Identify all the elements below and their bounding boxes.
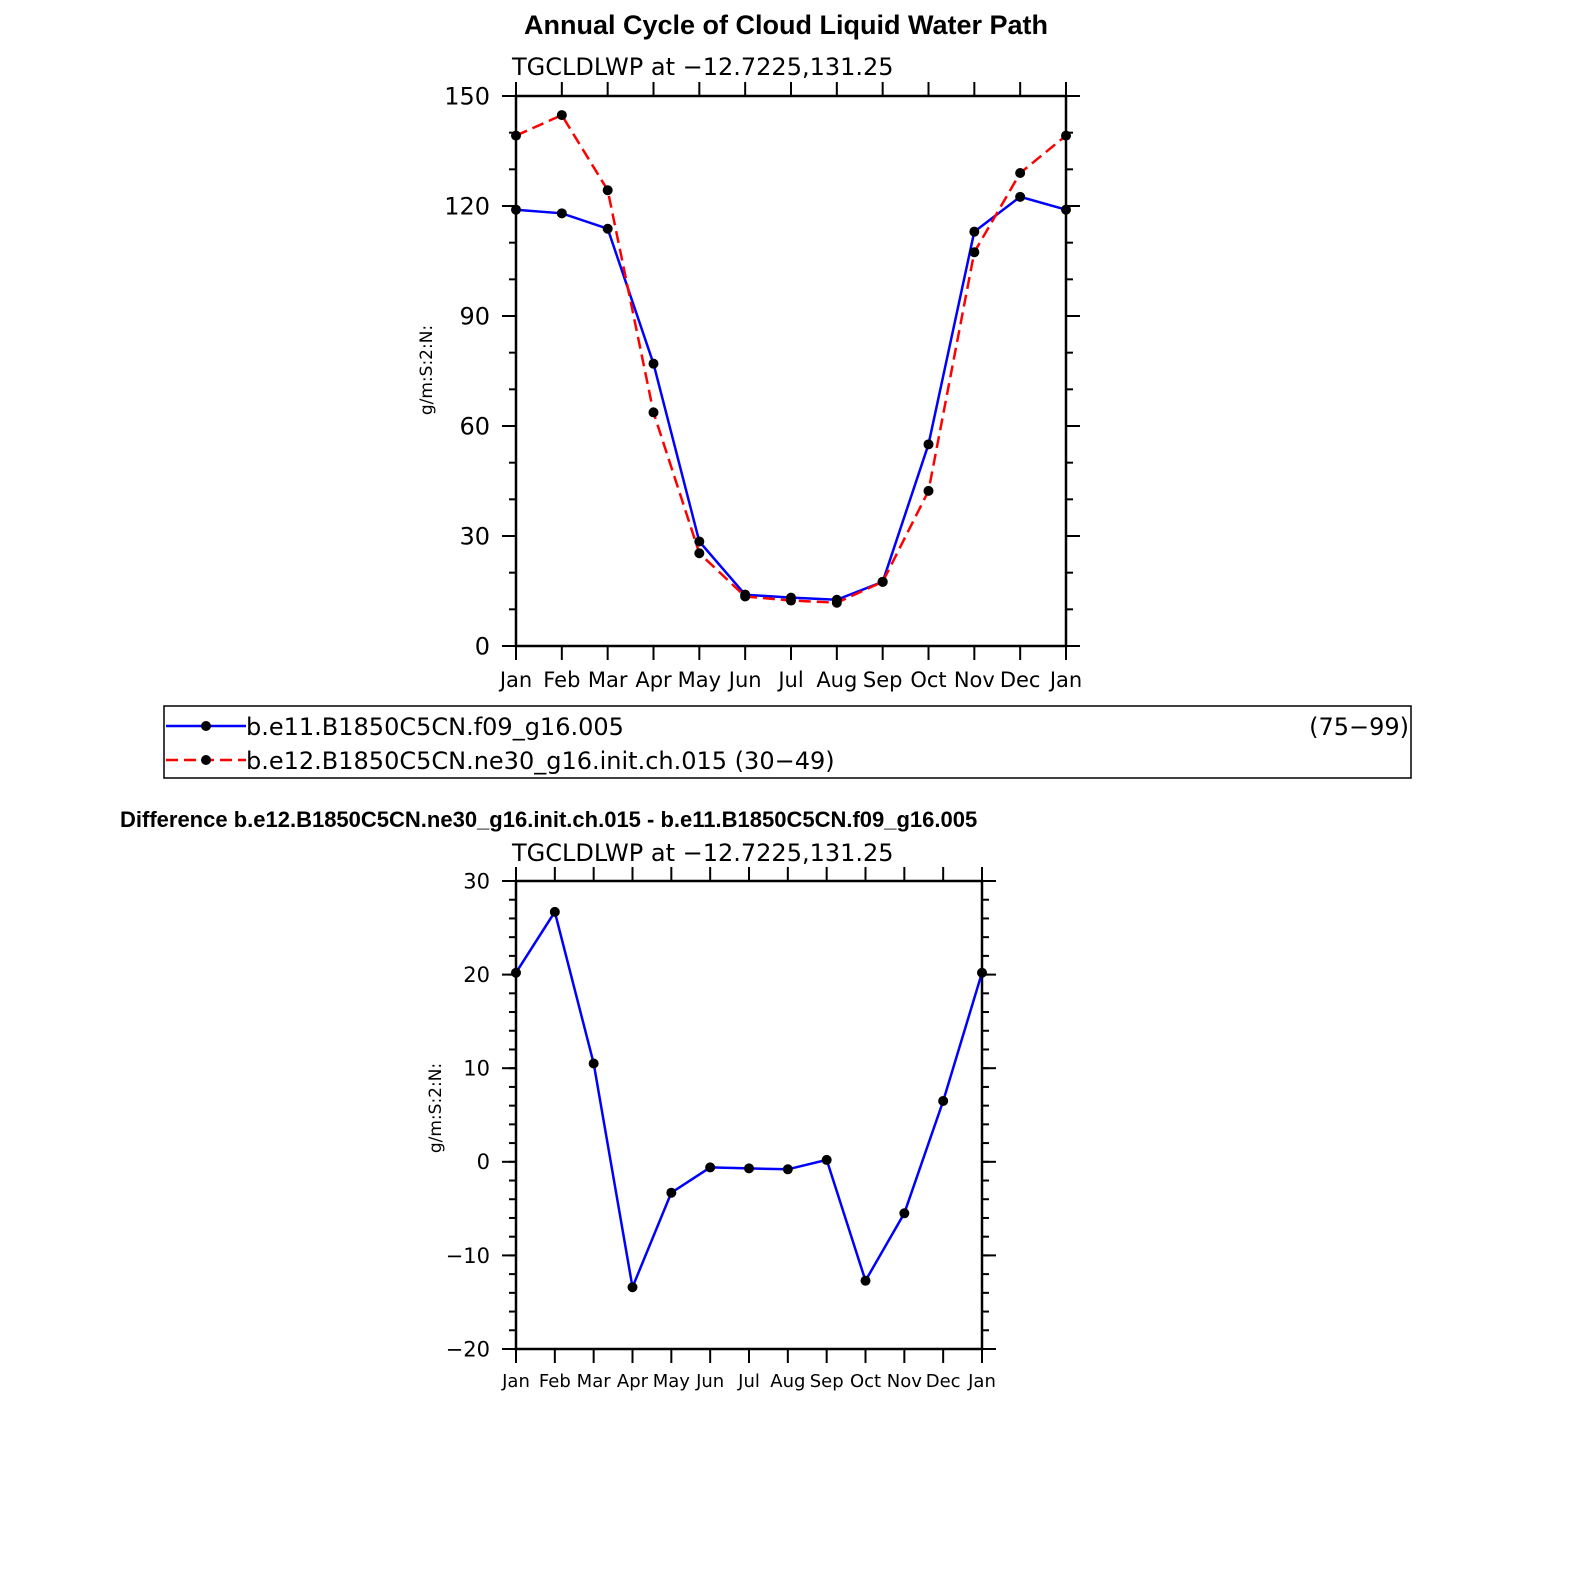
data-point (511, 204, 521, 215)
x-tick-label: Aug (770, 1371, 805, 1392)
legend-marker-1 (201, 721, 211, 731)
data-point (969, 226, 980, 237)
y-axis-label: g/m:S:2:N: (426, 1063, 446, 1153)
x-tick-label: Apr (617, 1371, 649, 1392)
x-tick-label: Mar (588, 668, 628, 692)
y-tick-label: 0 (477, 1150, 490, 1174)
difference-chart: TGCLDLWP at −12.7225,131.25 g/m:S:2:N: J… (426, 839, 996, 1392)
data-point (860, 1275, 871, 1286)
data-point (588, 1058, 599, 1069)
data-point (821, 1154, 832, 1165)
x-tick-label: Dec (926, 1371, 961, 1392)
data-point (549, 906, 560, 917)
legend-marker-2 (201, 755, 211, 765)
y-tick-label: 30 (459, 522, 490, 550)
x-tick-label: Feb (539, 1371, 571, 1392)
data-point (705, 1162, 716, 1173)
main-title: Annual Cycle of Cloud Liquid Water Path (524, 10, 1048, 40)
y-tick-label: −10 (446, 1244, 490, 1268)
data-point (831, 597, 842, 608)
x-tick-label: Sep (863, 668, 903, 692)
data-point (1015, 191, 1026, 202)
data-point (938, 1095, 949, 1106)
x-tick-label: Jan (501, 1371, 530, 1392)
x-tick-label: Dec (1000, 668, 1041, 692)
x-tick-label: May (653, 1371, 691, 1392)
legend-box (163, 705, 1412, 779)
chart-subtitle: TGCLDLWP at −12.7225,131.25 (511, 53, 894, 81)
difference-title: Difference b.e12.B1850C5CN.ne30_g16.init… (120, 807, 977, 832)
chart-subtitle: TGCLDLWP at −12.7225,131.25 (511, 839, 894, 867)
x-tick-label: Sep (810, 1371, 844, 1392)
data-point (969, 247, 980, 258)
series-line-2 (515, 113, 1067, 604)
data-point (923, 439, 934, 450)
y-tick-label: 60 (459, 412, 490, 440)
legend-label-2: b.e12.B1850C5CN.ne30_g16.init.ch.015 (30… (246, 747, 835, 775)
y-tick-label: −20 (446, 1337, 490, 1361)
x-tick-label: Jul (776, 668, 803, 692)
x-tick-label: Jun (727, 668, 762, 692)
data-point (648, 358, 659, 369)
x-tick-label: Jan (1048, 668, 1082, 692)
data-point (627, 1282, 638, 1293)
series-line-1 (514, 908, 984, 1292)
annual-cycle-chart: TGCLDLWP at −12.7225,131.25 g/m:S:2:N: J… (417, 53, 1082, 692)
data-point (602, 185, 613, 196)
data-point (511, 130, 521, 141)
legend-years-1: (75−99) (1309, 713, 1409, 741)
data-point (694, 548, 705, 559)
plot-frame (514, 94, 1068, 648)
x-tick-label: Feb (543, 668, 580, 692)
data-point (782, 1164, 793, 1175)
data-point (602, 223, 613, 234)
y-tick-label: 30 (463, 869, 490, 893)
data-point (556, 208, 567, 219)
legend-entry-1: b.e11.B1850C5CN.f09_g16.005 (75−99) (166, 713, 1409, 741)
data-point (648, 407, 659, 418)
data-point (556, 110, 567, 121)
y-tick-label: 10 (463, 1057, 490, 1081)
x-tick-label: Jan (498, 668, 532, 692)
x-tick-label: Mar (577, 1371, 612, 1392)
x-tick-label: Aug (816, 668, 857, 692)
y-axis-label: g/m:S:2:N: (417, 325, 437, 415)
data-point (511, 967, 521, 978)
x-tick-label: Jun (695, 1371, 724, 1392)
data-point (744, 1163, 754, 1174)
x-tick-label: May (678, 668, 721, 692)
legend-label-1: b.e11.B1850C5CN.f09_g16.005 (246, 713, 624, 741)
y-tick-label: 90 (459, 302, 490, 330)
data-point (899, 1208, 910, 1219)
y-tick-label: 0 (475, 632, 490, 660)
x-tick-label: Nov (887, 1371, 922, 1392)
data-point (1061, 204, 1071, 215)
y-tick-label: 20 (463, 963, 490, 987)
legend-entry-2: b.e12.B1850C5CN.ne30_g16.init.ch.015 (30… (166, 747, 835, 775)
data-point (786, 595, 796, 606)
x-tick-label: Oct (910, 668, 946, 692)
plot-frame (514, 879, 984, 1351)
data-point (740, 591, 751, 602)
x-tick-label: Apr (635, 668, 672, 692)
data-point (1061, 130, 1071, 141)
data-point (666, 1187, 677, 1198)
y-tick-label: 150 (444, 82, 490, 110)
data-point (877, 576, 888, 587)
data-point (923, 485, 934, 496)
legend: b.e11.B1850C5CN.f09_g16.005 (75−99) b.e1… (163, 705, 1412, 779)
x-tick-label: Oct (850, 1371, 881, 1392)
x-tick-label: Jul (737, 1371, 760, 1392)
data-point (694, 536, 705, 547)
y-tick-label: 120 (444, 192, 490, 220)
data-point (977, 967, 987, 978)
x-tick-label: Jan (967, 1371, 996, 1392)
series-line-1 (515, 195, 1067, 602)
data-point (1015, 168, 1026, 178)
x-tick-label: Nov (954, 668, 995, 692)
